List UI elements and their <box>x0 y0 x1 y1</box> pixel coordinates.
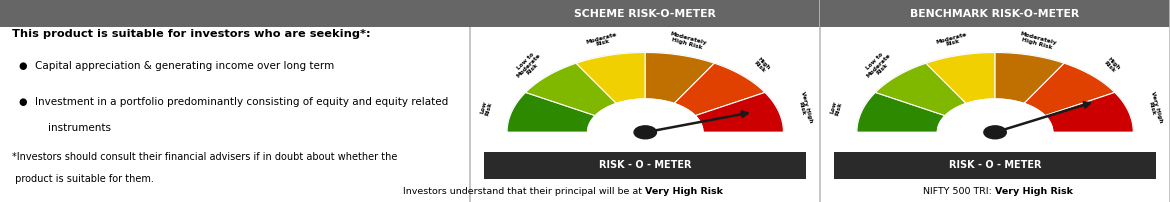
Text: Very High Risk: Very High Risk <box>646 187 723 196</box>
Bar <box>484 152 806 179</box>
Text: RISK - O - METER: RISK - O - METER <box>599 160 691 170</box>
Polygon shape <box>674 63 765 116</box>
Bar <box>470 0 820 27</box>
Text: Moderate
Risk: Moderate Risk <box>586 32 619 50</box>
Text: Investors understand that their principal will be at: Investors understand that their principa… <box>404 187 646 196</box>
Text: NIFTY 500 TRI:: NIFTY 500 TRI: <box>923 187 994 196</box>
Polygon shape <box>925 53 994 103</box>
Polygon shape <box>1024 63 1115 116</box>
Circle shape <box>984 126 1006 139</box>
Polygon shape <box>1045 93 1134 132</box>
Text: instruments: instruments <box>35 123 111 133</box>
Text: Low to
Moderate
Risk: Low to Moderate Risk <box>512 48 546 82</box>
Bar <box>834 152 1156 179</box>
Polygon shape <box>856 53 1134 132</box>
Polygon shape <box>875 63 966 116</box>
Text: Very High Risk: Very High Risk <box>994 187 1073 196</box>
Text: Moderate
Risk: Moderate Risk <box>936 32 969 50</box>
Polygon shape <box>525 63 617 116</box>
Text: ●: ● <box>19 97 27 107</box>
Text: Low
Risk: Low Risk <box>830 100 844 116</box>
Polygon shape <box>695 93 784 132</box>
Polygon shape <box>646 53 715 103</box>
Text: Investment in a portfolio predominantly consisting of equity and equity related: Investment in a portfolio predominantly … <box>35 97 448 107</box>
Text: BENCHMARK RISK-O-METER: BENCHMARK RISK-O-METER <box>910 9 1080 19</box>
Text: Very High
Risk: Very High Risk <box>794 91 813 125</box>
Text: This product is suitable for investors who are seeking*:: This product is suitable for investors w… <box>12 29 371 39</box>
Polygon shape <box>576 53 646 103</box>
Text: Low to
Moderate
Risk: Low to Moderate Risk <box>862 48 896 82</box>
Polygon shape <box>507 93 596 132</box>
Text: Capital appreciation & generating income over long term: Capital appreciation & generating income… <box>35 61 335 71</box>
Text: product is suitable for them.: product is suitable for them. <box>12 174 153 184</box>
Polygon shape <box>489 132 801 142</box>
Text: Moderately
High Risk: Moderately High Risk <box>668 31 708 50</box>
Polygon shape <box>856 93 945 132</box>
Bar <box>0 0 470 27</box>
Text: RISK - O - METER: RISK - O - METER <box>949 160 1041 170</box>
Text: *Investors should consult their financial advisers if in doubt about whether the: *Investors should consult their financia… <box>12 152 397 162</box>
Text: SCHEME RISK-O-METER: SCHEME RISK-O-METER <box>574 9 716 19</box>
Bar <box>820 0 1170 27</box>
Polygon shape <box>839 132 1151 142</box>
Polygon shape <box>994 53 1065 103</box>
Text: Moderately
High Risk: Moderately High Risk <box>1018 31 1058 50</box>
Polygon shape <box>507 53 784 132</box>
Text: ●: ● <box>19 61 27 71</box>
Text: High
Risk: High Risk <box>752 56 771 74</box>
Text: Very High
Risk: Very High Risk <box>1144 91 1163 125</box>
Text: Low
Risk: Low Risk <box>480 100 494 116</box>
Text: High
Risk: High Risk <box>1102 56 1121 74</box>
Circle shape <box>634 126 656 139</box>
Polygon shape <box>937 99 1053 132</box>
Polygon shape <box>587 99 703 132</box>
